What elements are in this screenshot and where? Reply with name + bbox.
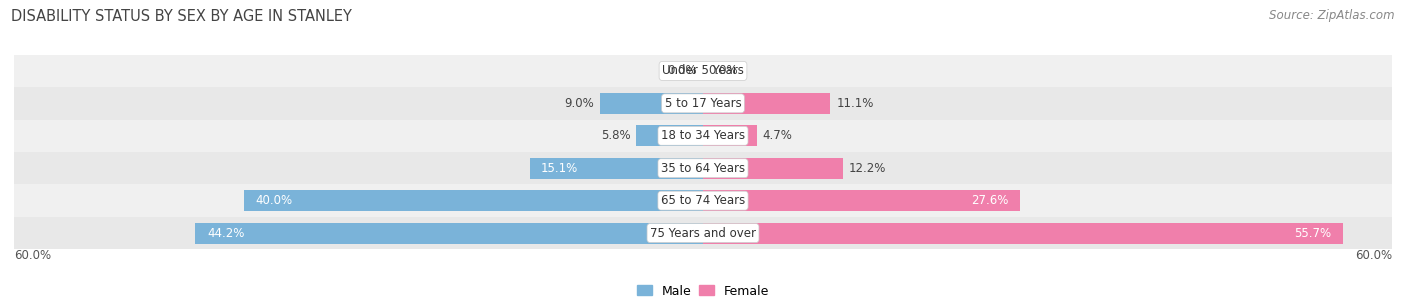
Text: 55.7%: 55.7% <box>1294 226 1331 240</box>
Text: Source: ZipAtlas.com: Source: ZipAtlas.com <box>1270 9 1395 22</box>
Text: 60.0%: 60.0% <box>14 249 51 262</box>
Text: DISABILITY STATUS BY SEX BY AGE IN STANLEY: DISABILITY STATUS BY SEX BY AGE IN STANL… <box>11 9 352 24</box>
Bar <box>530 158 703 179</box>
Bar <box>703 93 831 114</box>
Bar <box>703 223 1343 244</box>
Bar <box>599 93 703 114</box>
Text: 11.1%: 11.1% <box>837 97 873 110</box>
Text: 40.0%: 40.0% <box>256 194 292 207</box>
Bar <box>195 223 703 244</box>
Bar <box>703 158 844 179</box>
Text: 27.6%: 27.6% <box>972 194 1008 207</box>
Bar <box>14 119 1392 152</box>
Text: 44.2%: 44.2% <box>207 226 245 240</box>
Bar <box>243 190 703 211</box>
Bar <box>14 87 1392 119</box>
Bar <box>14 185 1392 217</box>
Text: 35 to 64 Years: 35 to 64 Years <box>661 162 745 175</box>
Text: 4.7%: 4.7% <box>762 129 793 142</box>
Text: 0.0%: 0.0% <box>709 64 738 78</box>
Text: 15.1%: 15.1% <box>541 162 578 175</box>
Text: 5.8%: 5.8% <box>600 129 631 142</box>
Bar <box>14 152 1392 185</box>
Bar <box>14 55 1392 87</box>
Text: 75 Years and over: 75 Years and over <box>650 226 756 240</box>
Bar <box>14 217 1392 249</box>
Text: 12.2%: 12.2% <box>849 162 886 175</box>
Bar <box>703 125 756 146</box>
Text: 9.0%: 9.0% <box>564 97 593 110</box>
Legend: Male, Female: Male, Female <box>637 285 769 298</box>
Text: 60.0%: 60.0% <box>1355 249 1392 262</box>
Text: 0.0%: 0.0% <box>668 64 697 78</box>
Text: Under 5 Years: Under 5 Years <box>662 64 744 78</box>
Text: 65 to 74 Years: 65 to 74 Years <box>661 194 745 207</box>
Bar <box>637 125 703 146</box>
Bar <box>703 190 1019 211</box>
Text: 18 to 34 Years: 18 to 34 Years <box>661 129 745 142</box>
Text: 5 to 17 Years: 5 to 17 Years <box>665 97 741 110</box>
